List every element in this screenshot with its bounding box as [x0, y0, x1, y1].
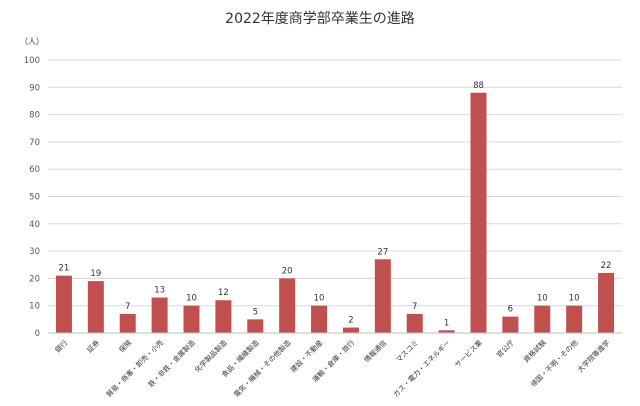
chart-title: 2022年度商学部卒業生の進路 [225, 11, 415, 27]
y-tick-label: 30 [29, 247, 40, 257]
data-label: 1 [444, 318, 449, 328]
bar [502, 316, 519, 333]
data-label: 22 [601, 261, 612, 271]
data-labels: 21 19 7 13 10 12 5 20 10 2 27 7 1 88 6 10 10 22 [59, 81, 612, 329]
y-tick-label: 20 [29, 274, 40, 284]
bar [183, 305, 200, 333]
data-label: 5 [253, 307, 258, 317]
data-label: 21 [59, 264, 70, 274]
y-tick-label: 10 [29, 302, 40, 312]
y-axis-ticks: 0 10 20 30 40 50 60 70 80 90 100 [24, 56, 40, 339]
data-label: 7 [125, 302, 130, 312]
data-label: 20 [282, 266, 293, 276]
category-label: 情報通信 [362, 338, 388, 364]
bar [311, 305, 328, 333]
bar [119, 313, 136, 333]
data-label: 19 [90, 269, 101, 279]
category-label: サービス業 [453, 338, 484, 369]
y-tick-label: 80 [29, 111, 40, 121]
bars [55, 92, 615, 333]
category-label: ガス・電力・エネルギー [391, 338, 452, 399]
category-label: 電気・機械・その他製造 [232, 338, 293, 399]
y-tick-label: 60 [29, 165, 40, 175]
bar [374, 259, 391, 333]
bar [470, 92, 487, 333]
bar [247, 319, 264, 333]
data-label: 6 [508, 305, 513, 315]
data-label: 27 [377, 247, 388, 257]
category-label: 保険 [117, 338, 133, 354]
data-label: 10 [569, 294, 580, 304]
category-label: 化学製品製造 [193, 338, 229, 374]
category-label: 建設・不動産 [288, 338, 324, 374]
category-label: 資格試験 [522, 338, 548, 364]
bar [279, 278, 296, 333]
data-label: 10 [537, 294, 548, 304]
bar [55, 275, 72, 333]
y-tick-label: 0 [35, 329, 40, 339]
category-label: 官公庁 [495, 338, 516, 359]
bar [566, 305, 583, 333]
y-tick-label: 70 [29, 138, 40, 148]
data-label: 13 [154, 286, 165, 296]
category-label: 貿易・商事・卸売・小売 [104, 338, 165, 399]
y-tick-label: 40 [29, 220, 40, 230]
category-label: マスコミ [395, 339, 420, 364]
category-labels: 銀行 証券 保険貿易・商事・卸売・小売鉄・非鉄・金属製造化学製品製造食品・繊維製造電… [53, 338, 611, 399]
data-label: 7 [412, 302, 417, 312]
category-label: 銀行 [53, 338, 69, 354]
bar [87, 281, 104, 333]
y-tick-label: 100 [24, 56, 40, 66]
category-label: 大学院等進学 [575, 338, 611, 374]
data-label: 10 [314, 294, 325, 304]
gridlines [48, 59, 622, 307]
data-label: 10 [186, 294, 197, 304]
y-axis-unit-label: （人） [20, 37, 44, 46]
data-label: 2 [348, 316, 353, 326]
bar [598, 272, 615, 333]
category-label: 証券 [85, 338, 101, 354]
bar [215, 300, 232, 333]
bar [151, 297, 168, 333]
data-label: 88 [473, 81, 484, 91]
bar [342, 327, 359, 333]
bar [406, 313, 423, 333]
bar [438, 330, 455, 333]
bar [534, 305, 551, 333]
y-tick-label: 90 [29, 83, 40, 93]
data-label: 12 [218, 288, 229, 298]
y-tick-label: 50 [29, 193, 40, 203]
